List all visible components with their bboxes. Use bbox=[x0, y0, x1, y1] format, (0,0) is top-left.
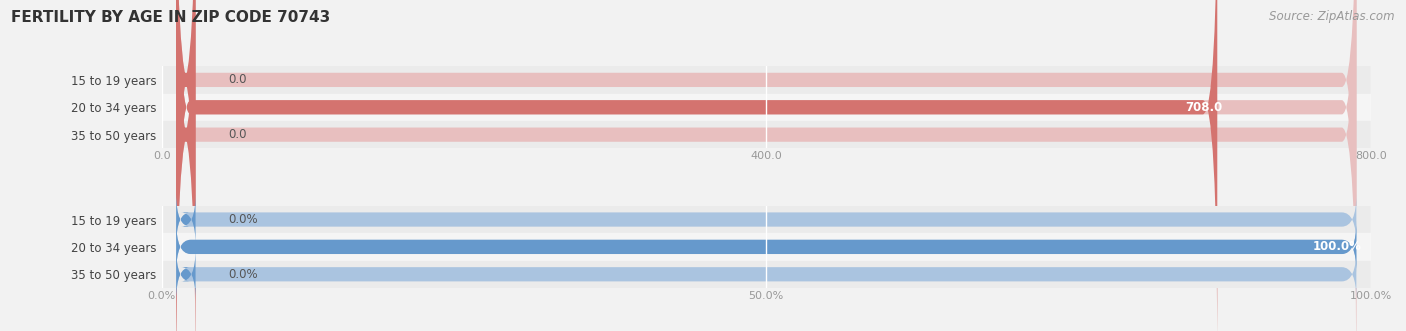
Text: 100.0%: 100.0% bbox=[1312, 240, 1361, 254]
FancyBboxPatch shape bbox=[176, 0, 1357, 331]
Bar bbox=[162, 121, 1371, 148]
Bar bbox=[162, 260, 1371, 288]
FancyBboxPatch shape bbox=[176, 0, 1357, 331]
FancyBboxPatch shape bbox=[176, 0, 1357, 331]
Text: 0.0%: 0.0% bbox=[228, 213, 257, 226]
FancyBboxPatch shape bbox=[176, 0, 195, 331]
Text: 708.0: 708.0 bbox=[1185, 101, 1222, 114]
Text: 0.0%: 0.0% bbox=[228, 268, 257, 281]
FancyBboxPatch shape bbox=[176, 194, 1357, 245]
Bar bbox=[162, 66, 1371, 94]
Text: 0.0: 0.0 bbox=[228, 128, 246, 141]
Bar bbox=[162, 94, 1371, 121]
Text: FERTILITY BY AGE IN ZIP CODE 70743: FERTILITY BY AGE IN ZIP CODE 70743 bbox=[11, 10, 330, 25]
FancyBboxPatch shape bbox=[176, 194, 195, 245]
FancyBboxPatch shape bbox=[176, 221, 1357, 273]
Text: Source: ZipAtlas.com: Source: ZipAtlas.com bbox=[1270, 10, 1395, 23]
Text: 0.0: 0.0 bbox=[228, 73, 246, 86]
FancyBboxPatch shape bbox=[176, 249, 1357, 300]
FancyBboxPatch shape bbox=[176, 0, 1218, 331]
FancyBboxPatch shape bbox=[176, 0, 195, 331]
Bar bbox=[162, 233, 1371, 260]
FancyBboxPatch shape bbox=[176, 249, 195, 300]
Bar bbox=[162, 206, 1371, 233]
FancyBboxPatch shape bbox=[176, 221, 1357, 273]
